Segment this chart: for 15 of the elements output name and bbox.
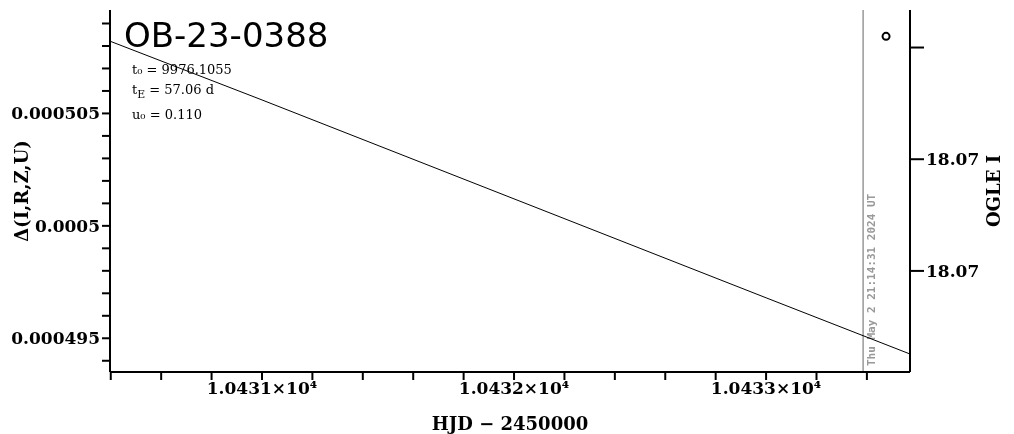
- y-tick-label: 0.000495: [11, 328, 100, 349]
- x-axis-title: HJD − 2450000: [431, 413, 589, 434]
- annotation: t$_{E}$ = 57.06 d: [132, 81, 215, 103]
- y-axis-title: Δ(I,R,Z,U): [11, 140, 33, 242]
- y2-tick-label: 18.07: [926, 260, 980, 281]
- x-tick-label: 1.0433×10⁴: [710, 378, 822, 399]
- annotation: Thu May 2 21:14:31 2024 UT: [865, 193, 879, 366]
- chart-title: OB-23-0388: [124, 15, 329, 55]
- y-tick-label: 0.000505: [11, 103, 100, 124]
- x-tick-label: 1.0431×10⁴: [206, 378, 318, 399]
- y2-axis-title: OGLE I: [983, 154, 1005, 228]
- annotation: u₀ = 0.110: [132, 105, 203, 124]
- y-tick-label: 0.0005: [34, 215, 100, 236]
- y2-tick-label: 18.07: [926, 149, 980, 170]
- x-tick-label: 1.0432×10⁴: [458, 378, 570, 399]
